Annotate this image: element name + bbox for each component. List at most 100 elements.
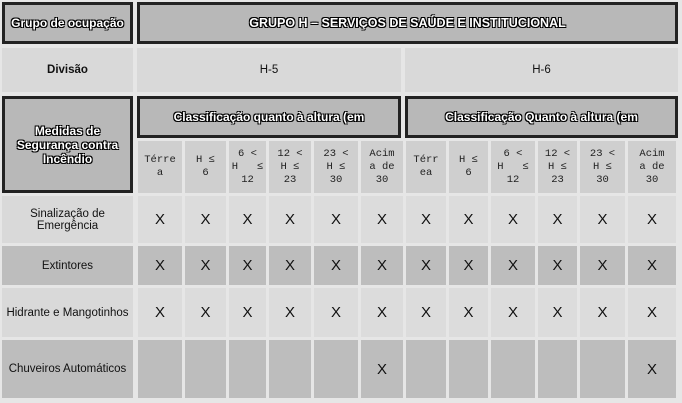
- column-header-line: Térre: [144, 154, 176, 166]
- mark-cell: X: [229, 196, 266, 243]
- column-header-line: 12 <: [544, 147, 571, 160]
- column-header: 23 < H ≤30: [580, 141, 625, 193]
- column-header: H ≤6: [449, 141, 488, 193]
- mark-cell: X: [449, 288, 488, 337]
- mark-cell: [185, 340, 226, 398]
- column-header: 12 < H ≤23: [269, 141, 311, 193]
- mark-cell: X: [314, 246, 358, 285]
- mark-cell: X: [269, 196, 311, 243]
- column-header-line: 12: [506, 173, 520, 186]
- mark-cell: [314, 340, 358, 398]
- mark-cell: X: [229, 288, 266, 337]
- row-label: Chuveiros Automáticos: [2, 340, 133, 398]
- mark-cell: X: [314, 288, 358, 337]
- column-header-line: 30: [375, 173, 389, 186]
- division-h5: H-5: [137, 48, 401, 92]
- mark-cell: [491, 340, 535, 398]
- group-title: GRUPO H – SERVIÇOS DE SAÚDE E INSTITUCIO…: [137, 2, 678, 44]
- mark-cell: X: [406, 288, 446, 337]
- mark-cell: X: [538, 288, 577, 337]
- column-header-line: 23 <: [323, 147, 349, 160]
- column-header-line: a: [156, 167, 164, 179]
- mark-cell: [138, 340, 182, 398]
- mark-cell: X: [361, 288, 403, 337]
- mark-cell: [269, 340, 311, 398]
- row-label: Hidrante e Mangotinhos: [2, 288, 133, 337]
- column-header-line: 23: [283, 173, 297, 186]
- mark-cell: X: [361, 340, 403, 398]
- column-header-line: a de: [369, 160, 395, 173]
- mark-cell: [580, 340, 625, 398]
- column-header-line: Acim: [369, 147, 395, 160]
- mark-cell: X: [361, 196, 403, 243]
- mark-cell: X: [138, 288, 182, 337]
- mark-cell: X: [269, 288, 311, 337]
- mark-cell: X: [491, 196, 535, 243]
- group-label: Grupo de ocupação: [2, 2, 133, 44]
- mark-cell: X: [580, 288, 625, 337]
- column-header-line: 6 <: [503, 147, 523, 160]
- mark-cell: X: [491, 246, 535, 285]
- mark-cell: X: [538, 246, 577, 285]
- column-header-line: 30: [329, 173, 343, 186]
- column-header: Acim a de 30: [361, 141, 403, 193]
- column-header-line: H ≤: [459, 154, 478, 166]
- column-header: H ≤6: [185, 141, 226, 193]
- column-header-line: 12: [241, 173, 254, 186]
- column-header-line: 6: [465, 167, 472, 179]
- column-header-line: 12 <: [277, 147, 303, 160]
- classification-h6: Classificação Quanto à altura (em: [405, 96, 678, 138]
- mark-cell: X: [314, 196, 358, 243]
- division-label: Divisão: [2, 48, 133, 92]
- mark-cell: X: [449, 246, 488, 285]
- column-header-line: 6: [202, 167, 209, 179]
- row-label: Extintores: [2, 246, 133, 285]
- mark-cell: X: [580, 246, 625, 285]
- mark-cell: X: [185, 288, 226, 337]
- column-header-line: a de: [639, 160, 665, 173]
- classification-h5: Classificação quanto à altura (em: [137, 96, 401, 138]
- column-header-line: 30: [596, 173, 609, 186]
- mark-cell: [538, 340, 577, 398]
- mark-cell: X: [628, 340, 676, 398]
- column-header-line: 6 <: [238, 147, 257, 160]
- mark-cell: X: [406, 196, 446, 243]
- column-header: 23 < H ≤30: [314, 141, 358, 193]
- mark-cell: X: [580, 196, 625, 243]
- column-header-line: 23 <: [589, 147, 616, 160]
- row-label: Sinalização de Emergência: [2, 196, 133, 243]
- column-header: 6 < H ≤12: [229, 141, 266, 193]
- mark-cell: X: [185, 246, 226, 285]
- mark-cell: X: [185, 196, 226, 243]
- column-header: Acim a de 30: [628, 141, 676, 193]
- division-h6: H-6: [405, 48, 678, 92]
- mark-cell: X: [138, 196, 182, 243]
- column-header-line: Térr: [413, 154, 439, 166]
- column-header-line: H ≤: [497, 160, 529, 173]
- mark-cell: X: [628, 288, 676, 337]
- column-header-line: 30: [645, 173, 659, 186]
- column-header-line: H ≤: [593, 160, 612, 173]
- column-header: 6 < H ≤12: [491, 141, 535, 193]
- column-header-line: ea: [419, 167, 433, 179]
- column-header-line: Acim: [639, 147, 665, 160]
- column-header-line: H ≤: [548, 160, 567, 173]
- mark-cell: X: [406, 246, 446, 285]
- mark-cell: X: [628, 246, 676, 285]
- mark-cell: X: [538, 196, 577, 243]
- mark-cell: X: [229, 246, 266, 285]
- mark-cell: X: [491, 288, 535, 337]
- mark-cell: X: [269, 246, 311, 285]
- mark-cell: [229, 340, 266, 398]
- mark-cell: X: [361, 246, 403, 285]
- column-header-line: H ≤: [326, 160, 346, 173]
- column-header-line: 23: [551, 173, 564, 186]
- mark-cell: X: [449, 196, 488, 243]
- mark-cell: [449, 340, 488, 398]
- mark-cell: X: [628, 196, 676, 243]
- column-header-line: H ≤: [280, 160, 300, 173]
- measures-label: Medidas de Segurança contra Incêndio: [2, 96, 133, 193]
- mark-cell: X: [138, 246, 182, 285]
